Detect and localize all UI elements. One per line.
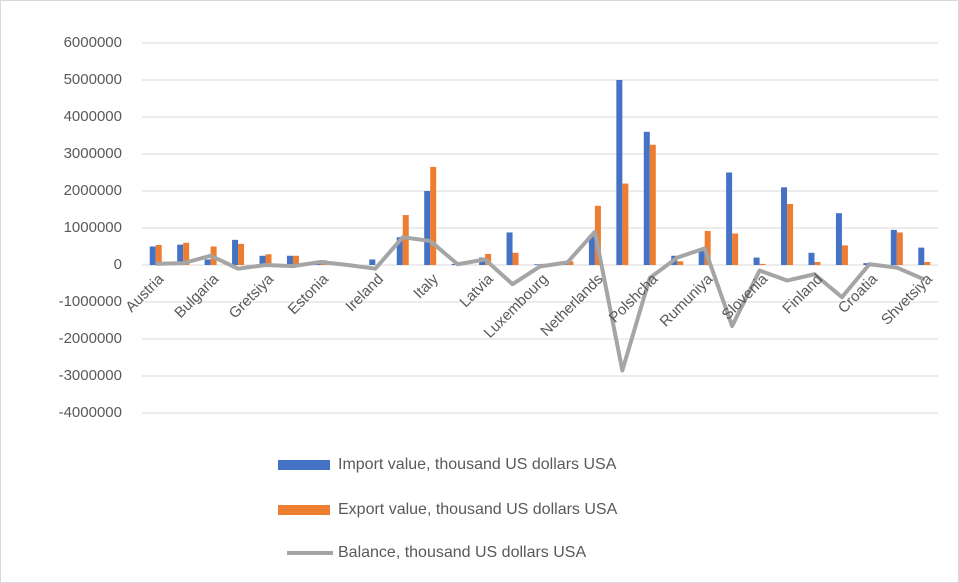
y-tick-label: 5000000 [64, 71, 122, 88]
bar [643, 131, 650, 265]
bar [265, 254, 272, 265]
bar [588, 235, 595, 265]
legend-marker [278, 460, 330, 470]
bar [863, 263, 870, 265]
legend-label: Import value, thousand US dollars USA [338, 456, 617, 473]
bar [622, 183, 629, 265]
bar [918, 247, 925, 265]
bar [424, 191, 431, 265]
bar [369, 259, 376, 265]
bar [259, 255, 266, 265]
bar [759, 263, 766, 265]
bar [616, 80, 623, 265]
y-tick-label: 1000000 [64, 219, 122, 236]
y-tick-label: 0 [114, 256, 122, 273]
bar [704, 230, 711, 265]
bar [896, 232, 903, 265]
bar [183, 242, 190, 265]
y-tick-label: -2000000 [59, 330, 122, 347]
bar [402, 215, 409, 265]
y-tick-label: -4000000 [59, 404, 122, 421]
bar [155, 245, 162, 265]
bar [177, 244, 184, 265]
bar [753, 257, 760, 265]
bar [814, 262, 821, 265]
bar [451, 263, 458, 265]
bar [781, 187, 788, 265]
y-tick-label: 4000000 [64, 108, 122, 125]
bar [835, 213, 842, 265]
bar [677, 261, 684, 265]
bar [485, 253, 492, 265]
y-tick-label: 6000000 [64, 34, 122, 51]
bar [238, 243, 245, 265]
bar [567, 261, 574, 265]
bar [292, 255, 299, 265]
y-tick-label: 3000000 [64, 145, 122, 162]
bar [594, 205, 601, 265]
bar [506, 232, 513, 265]
bar [924, 262, 931, 265]
bar [649, 144, 656, 265]
legend-label: Balance, thousand US dollars USA [338, 544, 586, 561]
bar [232, 239, 239, 265]
legend-label: Export value, thousand US dollars USA [338, 501, 618, 518]
y-tick-label: 2000000 [64, 182, 122, 199]
bar [430, 166, 437, 265]
bar [286, 255, 293, 265]
bar [726, 172, 733, 265]
bar [841, 245, 848, 265]
bar [787, 203, 794, 265]
bar [149, 246, 156, 265]
bar [808, 252, 815, 265]
balance-line [155, 229, 926, 373]
legend-marker [278, 505, 330, 515]
bar [890, 229, 897, 265]
bar [512, 252, 519, 265]
bar [534, 264, 540, 265]
bar [396, 237, 403, 265]
bar [698, 248, 705, 265]
bar [732, 233, 739, 265]
bar [204, 259, 211, 265]
y-tick-label: -1000000 [59, 293, 122, 310]
y-tick-label: -3000000 [59, 367, 122, 384]
